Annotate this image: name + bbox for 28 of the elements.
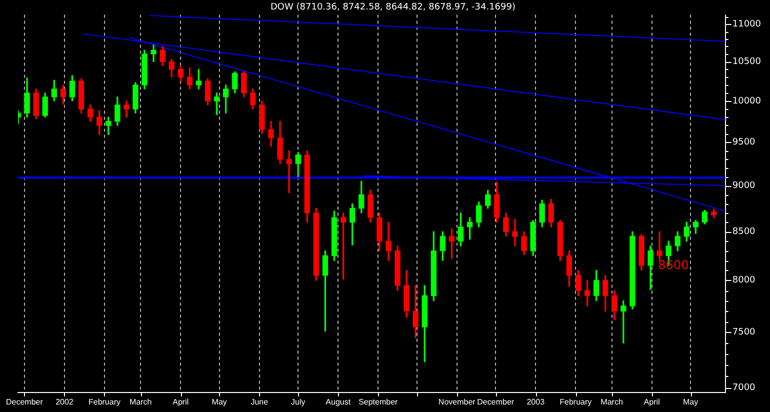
- y-tick-label: 9000: [732, 180, 756, 191]
- y-tick-label: 8000: [732, 276, 756, 286]
- x-tick-label: November: [438, 397, 476, 406]
- y-tick-label: 11000: [732, 20, 762, 30]
- x-tick-label: February: [560, 397, 592, 406]
- x-tick-label: May: [212, 397, 227, 406]
- y-tick-label: 10500: [732, 57, 762, 68]
- x-tick-label: February: [88, 397, 120, 406]
- y-tick-label: 7000: [732, 383, 756, 394]
- x-tick-label: 2003: [526, 397, 546, 406]
- x-tick-label: March: [130, 397, 152, 406]
- x-tick-label: December: [6, 397, 44, 406]
- chart-title: DOW (8710.36, 8742.58, 8644.82, 8678.97, -34.1699): [270, 2, 516, 13]
- x-tick-label: March: [600, 397, 623, 406]
- x-tick-label: 2002: [56, 397, 74, 406]
- annotation: 8600: [658, 258, 689, 272]
- x-tick-label: September: [358, 397, 398, 406]
- y-tick-label: 9500: [732, 138, 756, 148]
- x-tick-label: July: [290, 397, 306, 406]
- x-tick-label: May: [682, 397, 698, 406]
- x-tick-label: April: [644, 397, 660, 406]
- y-tick-label: 8500: [732, 226, 756, 237]
- x-tick-label: August: [326, 397, 352, 406]
- x-tick-label: April: [172, 397, 189, 406]
- y-tick-label: 7500: [732, 328, 756, 338]
- x-tick-label: December: [477, 397, 514, 406]
- x-tick-label: June: [250, 397, 269, 406]
- y-tick-label: 10000: [732, 96, 762, 106]
